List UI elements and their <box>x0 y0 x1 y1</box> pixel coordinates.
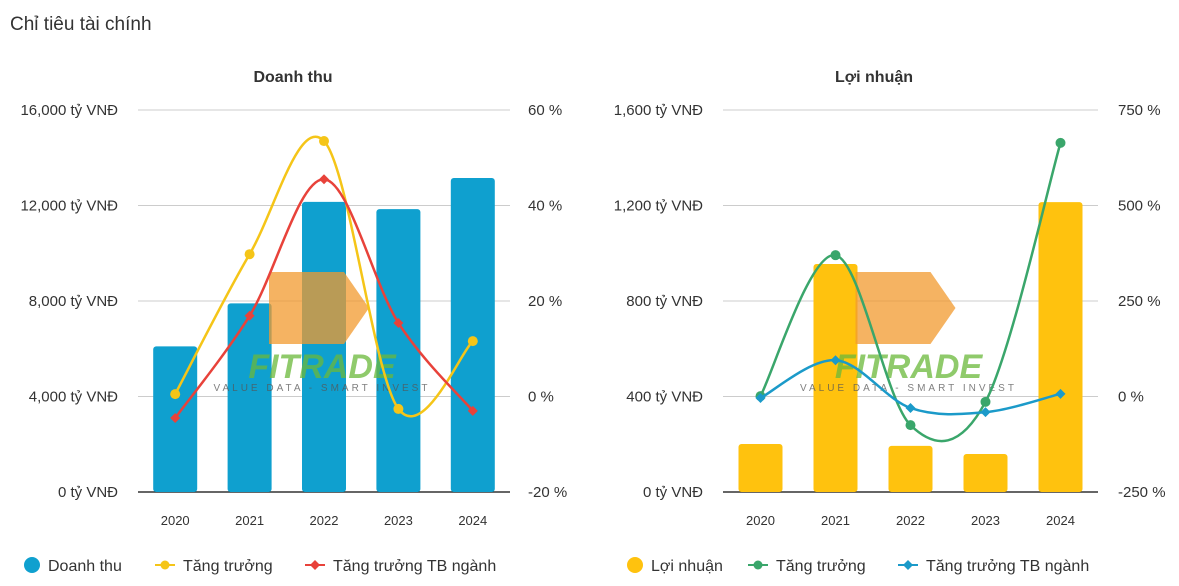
watermark-text: FITRADE <box>248 348 397 386</box>
legend-marker-icon <box>753 560 763 570</box>
legend-item[interactable]: Tăng trưởng TB ngành <box>305 558 496 575</box>
legend-marker-icon <box>160 560 170 570</box>
y-left-tick-label: 1,200 tỷ VNĐ <box>614 198 703 215</box>
bar <box>450 178 495 492</box>
y-left-tick-label: 1,600 tỷ VNĐ <box>614 102 703 119</box>
y-right-tick-label: 0 % <box>1118 389 1144 406</box>
y-right-tick-label: 40 % <box>528 198 562 215</box>
legend-item[interactable]: Tăng trưởng <box>155 558 273 575</box>
y-right-tick-label: -250 % <box>1118 484 1166 501</box>
bar <box>888 445 933 492</box>
y-left-tick-label: 0 tỷ VNĐ <box>58 484 118 501</box>
data-point <box>1055 388 1066 399</box>
watermark-arrow <box>269 272 369 344</box>
data-point <box>830 250 841 261</box>
watermark-tagline: VALUE DATA - SMART INVEST <box>214 383 431 394</box>
data-point <box>467 405 478 416</box>
watermark-text: FITRADE <box>835 348 984 386</box>
x-tick-label: 2022 <box>896 513 925 528</box>
x-tick-label: 2023 <box>971 513 1000 528</box>
data-point <box>905 402 916 413</box>
x-tick-label: 2024 <box>458 513 487 528</box>
legend-bar-icon <box>627 557 643 573</box>
y-left-tick-label: 8,000 tỷ VNĐ <box>29 293 118 310</box>
chart-title: Lợi nhuận <box>835 69 913 86</box>
data-point <box>980 407 991 418</box>
y-left-tick-label: 16,000 tỷ VNĐ <box>20 102 118 119</box>
y-left-tick-label: 800 tỷ VNĐ <box>626 293 703 310</box>
bar <box>227 303 272 492</box>
y-right-tick-label: 60 % <box>528 102 562 119</box>
data-point <box>980 396 991 407</box>
legend-item[interactable]: Tăng trưởng <box>748 558 866 575</box>
y-left-tick-label: 0 tỷ VNĐ <box>643 484 703 501</box>
x-tick-label: 2021 <box>821 513 850 528</box>
y-right-tick-label: -20 % <box>528 484 567 501</box>
legend-marker-icon <box>310 560 320 570</box>
data-point <box>170 389 181 400</box>
bar <box>963 454 1008 492</box>
y-right-tick-label: 500 % <box>1118 198 1161 215</box>
chart-1: Lợi nhuận 0 tỷ VNĐ -250 % 400 tỷ VNĐ 0 % 800 … <box>614 69 1166 575</box>
x-tick-label: 2021 <box>235 513 264 528</box>
x-tick-label: 2020 <box>161 513 190 528</box>
legend-label: Doanh thu <box>48 558 122 575</box>
legend-item[interactable]: Tăng trưởng TB ngành <box>898 558 1089 575</box>
y-left-tick-label: 12,000 tỷ VNĐ <box>20 198 118 215</box>
legend-label: Tăng trưởng <box>776 558 866 575</box>
watermark-arrow <box>855 272 956 344</box>
x-tick-label: 2024 <box>1046 513 1075 528</box>
data-point <box>393 403 404 414</box>
bar <box>1038 202 1083 492</box>
data-point <box>319 174 329 185</box>
bar <box>302 201 346 492</box>
data-point <box>830 355 841 366</box>
x-tick-label: 2023 <box>384 513 413 528</box>
legend-item[interactable]: Lợi nhuận <box>627 557 723 575</box>
legend-item[interactable]: Doanh thu <box>24 557 122 575</box>
legend-label: Tăng trưởng TB ngành <box>333 558 496 575</box>
bar <box>813 263 858 492</box>
data-point <box>170 412 181 423</box>
chart-0: Doanh thu 0 tỷ VNĐ -20 % 4,000 tỷ VNĐ 0 % 8,0… <box>20 69 567 575</box>
y-right-tick-label: 20 % <box>528 293 562 310</box>
data-point <box>467 336 478 347</box>
data-point <box>244 249 255 260</box>
data-point <box>755 393 766 404</box>
bar <box>738 444 783 492</box>
x-tick-label: 2020 <box>746 513 775 528</box>
y-right-tick-label: 750 % <box>1118 102 1161 119</box>
y-right-tick-label: 0 % <box>528 389 554 406</box>
legend-label: Lợi nhuận <box>651 558 723 575</box>
data-point <box>393 317 404 328</box>
legend-label: Tăng trưởng TB ngành <box>926 558 1089 575</box>
legend-label: Tăng trưởng <box>183 558 273 575</box>
data-point <box>319 136 329 147</box>
data-point <box>905 420 916 431</box>
data-point <box>1055 137 1066 148</box>
legend-marker-icon <box>903 560 913 570</box>
chart-title: Doanh thu <box>253 69 332 86</box>
watermark-tagline: VALUE DATA - SMART INVEST <box>800 383 1017 394</box>
page-title: Chỉ tiêu tài chính <box>10 14 152 35</box>
bar <box>376 209 421 493</box>
y-right-tick-label: 250 % <box>1118 293 1161 310</box>
data-point <box>244 310 255 321</box>
x-tick-label: 2022 <box>310 513 339 528</box>
y-left-tick-label: 4,000 tỷ VNĐ <box>29 389 118 406</box>
legend-bar-icon <box>24 557 40 573</box>
y-left-tick-label: 400 tỷ VNĐ <box>626 389 703 406</box>
